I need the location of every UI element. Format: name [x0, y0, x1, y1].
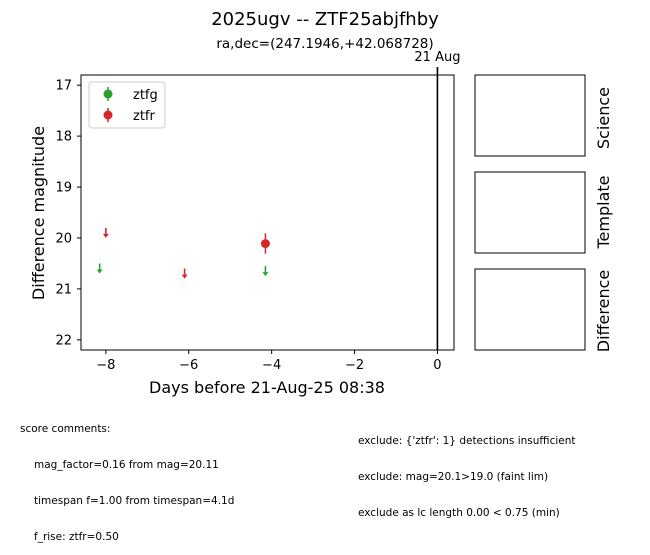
x-tick-label: −6: [179, 358, 198, 373]
upper-limit-arrow-ztfr: [102, 233, 109, 238]
legend-label-ztfg: ztfg: [133, 88, 158, 103]
x-tick-label: −4: [262, 358, 281, 373]
difference-stamp-label: Difference: [594, 270, 613, 352]
y-tick-label: 22: [55, 333, 72, 348]
upper-limit-arrow-ztfr: [181, 274, 188, 279]
x-tick-label: −8: [96, 358, 115, 373]
y-tick-label: 17: [55, 79, 72, 94]
y-axis-label: Difference magnitude: [29, 126, 48, 300]
x-axis-ticks: −8 −6 −4 −2 0: [96, 350, 442, 373]
score-comments: score comments: mag_factor=0.16 from mag…: [20, 399, 234, 555]
y-tick-label: 21: [55, 282, 72, 297]
x-tick-label: −2: [345, 358, 364, 373]
data-marks: [96, 227, 270, 279]
y-tick-label: 19: [55, 181, 72, 196]
legend-label-ztfr: ztfr: [133, 109, 155, 124]
exclude-comment-line: exclude: {'ztfr': 1} detections insuffic…: [358, 435, 576, 447]
difference-stamp: [474, 268, 586, 351]
x-tick-label: 0: [433, 358, 441, 373]
exclude-comment-line: exclude as lc length 0.00 < 0.75 (min): [358, 507, 560, 519]
exclude-comment-line: exclude: mag=20.1>19.0 (faint lim): [358, 471, 549, 483]
y-tick-label: 18: [55, 130, 72, 145]
upper-limit-arrow-ztfg: [96, 269, 103, 274]
detection-point-ztfr: [260, 239, 270, 249]
figure: 2025ugv -- ZTF25abjfhby ra,dec=(247.1946…: [29, 9, 613, 397]
science-stamp-label: Science: [594, 87, 613, 149]
chart-title: 2025ugv -- ZTF25abjfhby: [211, 9, 439, 30]
legend-marker-ztfg: [103, 89, 113, 99]
y-tick-label: 20: [55, 231, 72, 246]
template-stamp-label: Template: [594, 175, 613, 249]
reference-line-label: 21 Aug: [414, 50, 460, 65]
science-stamp: [474, 74, 586, 157]
x-axis-label: Days before 21-Aug-25 08:38: [149, 378, 385, 397]
score-comments-title: score comments:: [20, 423, 111, 435]
score-comment-line: mag_factor=0.16 from mag=20.11: [34, 459, 219, 471]
upper-limit-arrow-ztfg: [262, 272, 269, 277]
score-comment-line: timespan f=1.00 from timespan=4.1d: [34, 495, 235, 507]
score-comment-line: f_rise: ztfr=0.50: [34, 531, 119, 543]
legend-marker-ztfr: [103, 110, 113, 120]
chart-subtitle: ra,dec=(247.1946,+42.068728): [216, 36, 433, 52]
y-axis-ticks: 17 18 19 20 21 22: [55, 79, 81, 348]
legend: ztfg ztfr: [88, 81, 166, 129]
exclude-comments: exclude: {'ztfr': 1} detections insuffic…: [358, 411, 576, 531]
template-stamp: [474, 171, 586, 254]
